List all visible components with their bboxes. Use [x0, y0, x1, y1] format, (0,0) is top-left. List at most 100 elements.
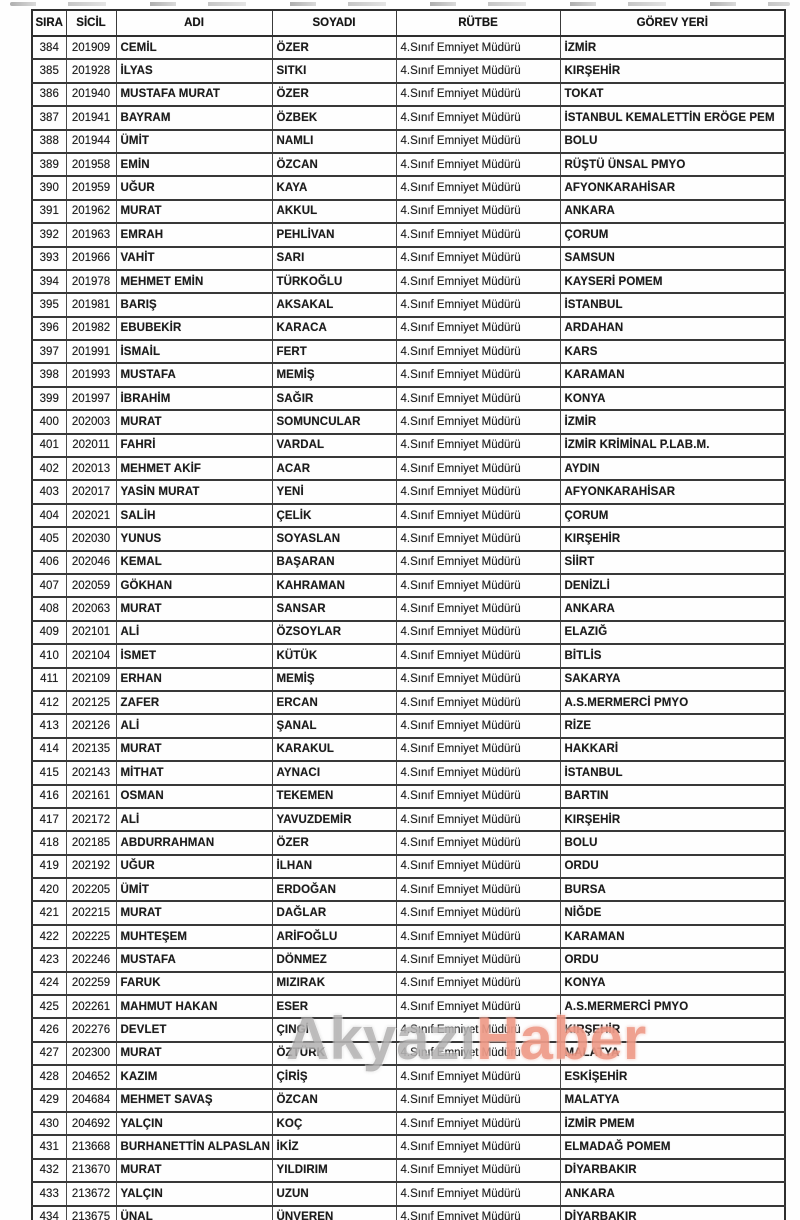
cell-sira: 389	[31, 151, 67, 178]
table-row: 394 201978 MEHMET EMİN TÜRKOĞLU 4.Sınıf Emni…	[31, 268, 786, 295]
cell-soyadi: ARİFOĞLU	[271, 923, 397, 950]
cell-rutbe: 4.Sınıf Emniyet Müdürü	[395, 1110, 561, 1137]
cell-soyadi: BAŞARAN	[271, 549, 397, 576]
cell-sicil: 201997	[65, 385, 117, 412]
cell-rutbe: 4.Sınıf Emniyet Müdürü	[395, 526, 561, 552]
cell-rutbe: 4.Sınıf Emniyet Müdürü	[395, 736, 561, 763]
cell-sira: 413	[31, 713, 67, 739]
cell-gorev-yeri: RİZE	[559, 713, 786, 739]
cell-adi: KAZIM	[115, 1064, 273, 1090]
table-row: 417 202172 ALİ YAVUZDEMİR 4.Sınıf Emniyet Mü…	[31, 806, 786, 833]
cell-adi: MAHMUT HAKAN	[115, 993, 273, 1020]
cell-rutbe: 4.Sınıf Emniyet Müdürü	[395, 549, 561, 576]
cell-sicil: 202003	[65, 409, 117, 435]
cell-sira: 391	[31, 198, 67, 225]
cell-sira: 394	[31, 268, 67, 295]
cell-adi: BARIŞ	[115, 292, 273, 318]
cell-adi: YALÇIN	[115, 1110, 273, 1137]
cell-adi: FAHRİ	[115, 432, 273, 459]
cell-gorev-yeri: DİYARBAKIR	[559, 1204, 786, 1220]
cell-rutbe: 4.Sınıf Emniyet Müdürü	[395, 385, 561, 412]
cell-sira: 406	[31, 549, 67, 576]
table-row: 421 202215 MURAT DAĞLAR 4.Sınıf Emniyet Müdü…	[31, 900, 786, 926]
cell-gorev-yeri: KIRŞEHİR	[559, 1017, 786, 1043]
table-row: 389 201958 EMİN ÖZCAN 4.Sınıf Emniyet Müdürü…	[31, 151, 786, 178]
cell-soyadi: ŞANAL	[271, 713, 397, 739]
cell-soyadi: AKSAKAL	[271, 292, 397, 318]
table-row: 404 202021 SALİH ÇELİK 4.Sınıf Emniyet Müdür…	[31, 502, 786, 529]
cell-sicil: 202017	[65, 479, 117, 505]
cell-rutbe: 4.Sınıf Emniyet Müdürü	[395, 1157, 561, 1184]
scan-artifact-smudge	[10, 2, 790, 6]
col-header-soyadi: SOYADI	[271, 9, 397, 37]
cell-gorev-yeri: KONYA	[559, 970, 786, 997]
cell-sicil: 202300	[65, 1040, 117, 1067]
cell-soyadi: AKKUL	[271, 198, 397, 225]
cell-rutbe: 4.Sınıf Emniyet Müdürü	[395, 432, 561, 459]
col-header-rutbe: RÜTBE	[395, 9, 561, 37]
cell-soyadi: ÖZTÜRK	[271, 1040, 397, 1067]
cell-rutbe: 4.Sınıf Emniyet Müdürü	[395, 315, 561, 342]
cell-adi: İLYAS	[115, 58, 273, 84]
cell-sicil: 202192	[65, 853, 117, 880]
cell-sicil: 213675	[65, 1204, 117, 1220]
cell-adi: UĞUR	[115, 853, 273, 880]
cell-gorev-yeri: BİTLİS	[559, 643, 786, 669]
cell-gorev-yeri: AFYONKARAHİSAR	[559, 175, 786, 201]
cell-soyadi: ÖZCAN	[271, 151, 397, 178]
table-row: 428 204652 KAZIM ÇİRİŞ 4.Sınıf Emniyet Müdür…	[31, 1064, 786, 1090]
table-row: 391 201962 MURAT AKKUL 4.Sınıf Emniyet Müdür…	[31, 198, 786, 225]
cell-sicil: 201978	[65, 268, 117, 295]
cell-adi: ALİ	[115, 806, 273, 833]
table-row: 412 202125 ZAFER ERCAN 4.Sınıf Emniyet Müdür…	[31, 689, 786, 716]
table-row: 393 201966 VAHİT SARI 4.Sınıf Emniyet Müdürü…	[31, 245, 786, 271]
cell-sira: 429	[31, 1087, 67, 1113]
cell-adi: EBUBEKİR	[115, 315, 273, 342]
cell-sicil: 201940	[65, 81, 117, 108]
table-row: 409 202101 ALİ ÖZSOYLAR 4.Sınıf Emniyet Müdü…	[31, 619, 786, 646]
cell-adi: MURAT	[115, 198, 273, 225]
cell-adi: SALİH	[115, 502, 273, 529]
cell-gorev-yeri: SAKARYA	[559, 666, 786, 692]
cell-soyadi: NAMLI	[271, 128, 397, 154]
cell-gorev-yeri: SİİRT	[559, 549, 786, 576]
cell-adi: İSMET	[115, 643, 273, 669]
cell-sicil: 202104	[65, 643, 117, 669]
cell-gorev-yeri: NİĞDE	[559, 900, 786, 926]
cell-sira: 424	[31, 970, 67, 997]
cell-adi: MEHMET EMİN	[115, 268, 273, 295]
cell-adi: KEMAL	[115, 549, 273, 576]
cell-adi: MUHTEŞEM	[115, 923, 273, 950]
cell-sira: 408	[31, 596, 67, 622]
cell-rutbe: 4.Sınıf Emniyet Müdürü	[395, 81, 561, 108]
cell-sira: 388	[31, 128, 67, 154]
cell-rutbe: 4.Sınıf Emniyet Müdürü	[395, 268, 561, 295]
cell-soyadi: PEHLİVAN	[271, 222, 397, 248]
cell-sicil: 204684	[65, 1087, 117, 1113]
cell-sira: 418	[31, 830, 67, 856]
cell-soyadi: VARDAL	[271, 432, 397, 459]
cell-gorev-yeri: İSTANBUL	[559, 760, 786, 786]
cell-gorev-yeri: KIRŞEHİR	[559, 526, 786, 552]
cell-adi: ALİ	[115, 713, 273, 739]
table-row: 388 201944 ÜMİT NAMLI 4.Sınıf Emniyet Müdürü…	[31, 128, 786, 154]
cell-rutbe: 4.Sınıf Emniyet Müdürü	[395, 877, 561, 903]
col-header-sicil: SİCİL	[65, 9, 117, 37]
cell-sicil: 201981	[65, 292, 117, 318]
cell-sira: 434	[31, 1204, 67, 1220]
cell-gorev-yeri: DENİZLİ	[559, 572, 786, 599]
cell-sira: 390	[31, 175, 67, 201]
cell-sira: 398	[31, 362, 67, 388]
cell-adi: ZAFER	[115, 689, 273, 716]
cell-soyadi: UZUN	[271, 1181, 397, 1207]
cell-gorev-yeri: ÇORUM	[559, 502, 786, 529]
cell-gorev-yeri: BURSA	[559, 877, 786, 903]
cell-rutbe: 4.Sınıf Emniyet Müdürü	[395, 409, 561, 435]
cell-adi: ÜMİT	[115, 877, 273, 903]
cell-sicil: 204692	[65, 1110, 117, 1137]
cell-sira: 426	[31, 1017, 67, 1043]
cell-sicil: 213672	[65, 1181, 117, 1207]
cell-sicil: 201958	[65, 151, 117, 178]
cell-sicil: 202021	[65, 502, 117, 529]
